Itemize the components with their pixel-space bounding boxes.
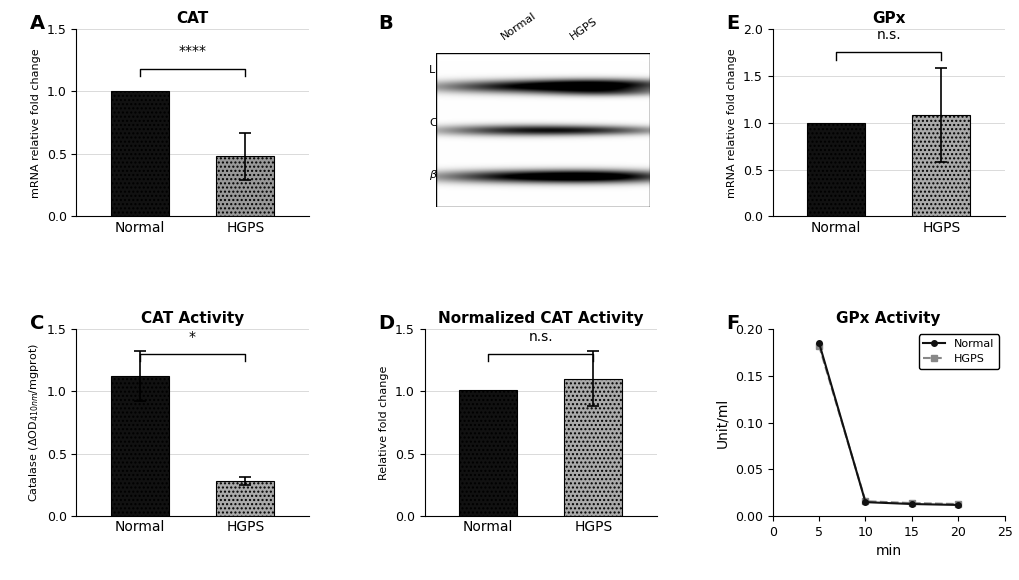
- Text: Lamin A/C: Lamin A/C: [429, 65, 486, 75]
- Bar: [216, 157, 274, 216]
- Y-axis label: Relative fold change: Relative fold change: [379, 365, 389, 480]
- Bar: [806, 123, 864, 216]
- Title: GPx: GPx: [871, 12, 905, 27]
- Text: $\beta$-actin: $\beta$-actin: [429, 168, 469, 182]
- Title: CAT Activity: CAT Activity: [141, 311, 244, 327]
- Y-axis label: Unit/ml: Unit/ml: [714, 397, 729, 448]
- Line: HGPS: HGPS: [815, 343, 960, 507]
- Line: Normal: Normal: [815, 340, 960, 508]
- Text: C: C: [30, 314, 45, 333]
- Normal: [812, 339, 824, 346]
- Y-axis label: mRNA relative fold change: mRNA relative fold change: [32, 48, 41, 198]
- Text: F: F: [726, 314, 739, 333]
- Bar: [459, 390, 517, 516]
- Text: n.s.: n.s.: [875, 28, 900, 42]
- Y-axis label: mRNA relative fold change: mRNA relative fold change: [727, 48, 737, 198]
- HGPS: [952, 501, 964, 508]
- Text: A: A: [30, 14, 45, 33]
- Normal: [858, 499, 870, 506]
- Text: Normal: Normal: [498, 11, 537, 42]
- Title: GPx Activity: GPx Activity: [836, 311, 940, 327]
- Legend: Normal, HGPS: Normal, HGPS: [918, 335, 999, 369]
- Bar: [216, 481, 274, 516]
- HGPS: [858, 498, 870, 505]
- Text: ****: ****: [178, 44, 206, 58]
- HGPS: [812, 342, 824, 349]
- Text: D: D: [378, 314, 394, 333]
- Y-axis label: Catalase ($\Delta$OD$_{410nm}$/mgprot): Catalase ($\Delta$OD$_{410nm}$/mgprot): [28, 343, 41, 502]
- Normal: [952, 502, 964, 509]
- Text: HGPS: HGPS: [568, 16, 599, 42]
- Bar: [564, 379, 622, 516]
- Bar: [111, 92, 168, 216]
- Bar: [912, 115, 969, 216]
- Text: *: *: [189, 330, 196, 344]
- Title: Normalized CAT Activity: Normalized CAT Activity: [437, 311, 643, 327]
- Text: B: B: [378, 14, 392, 33]
- X-axis label: min: min: [874, 545, 901, 559]
- Title: CAT: CAT: [176, 12, 209, 27]
- Bar: [111, 376, 168, 516]
- Text: E: E: [726, 14, 739, 33]
- Text: n.s.: n.s.: [528, 330, 552, 344]
- HGPS: [905, 499, 917, 506]
- Normal: [905, 501, 917, 508]
- Text: Catalase: Catalase: [429, 118, 477, 128]
